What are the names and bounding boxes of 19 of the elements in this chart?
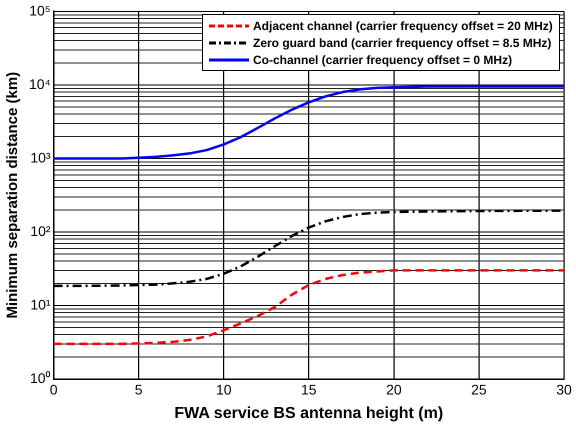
x-tick-label: 25	[471, 381, 487, 398]
legend-label: Co-channel (carrier frequency offset = 0 MHz)	[253, 52, 512, 67]
y-tick-label: 10⁰	[30, 370, 51, 386]
y-tick-label: 10⁵	[29, 2, 51, 18]
y-tick-label: 10¹	[30, 296, 51, 312]
y-tick-label: 10³	[30, 149, 51, 166]
x-axis-title: FWA service BS antenna height (m)	[174, 404, 444, 422]
y-tick-label: 10²	[30, 222, 51, 239]
legend-label: Adjacent channel (carrier frequency offset = 20 MHz)	[253, 18, 553, 33]
x-tick-label: 20	[386, 381, 402, 398]
x-tick-label: 15	[301, 381, 317, 398]
y-axis-title: Minimum separation distance (km)	[4, 72, 22, 319]
x-tick-label: 30	[556, 381, 572, 398]
x-tick-label: 10	[216, 381, 232, 398]
y-tick-label: 10⁴	[28, 76, 51, 92]
x-tick-label: 0	[50, 381, 58, 398]
line-series	[54, 269, 564, 346]
legend-label: Zero guard band (carrier frequency offset = 8.5 MHz)	[253, 36, 552, 50]
x-tick-label: 5	[134, 381, 143, 398]
